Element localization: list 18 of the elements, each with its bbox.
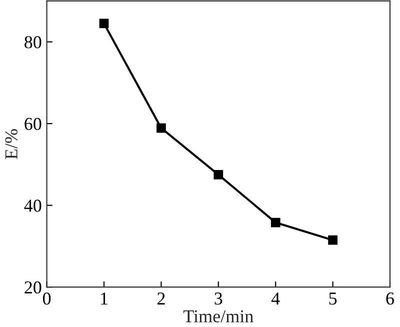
x-tick-label: 4: [271, 292, 280, 304]
point: [99, 18, 109, 28]
point: [156, 123, 166, 133]
y-axis-title: E/%: [5, 129, 18, 160]
point: [270, 218, 280, 228]
x-axis-title: Time/min: [183, 310, 254, 322]
y-tick-label: 20: [24, 281, 42, 294]
x-tick-label: 1: [101, 292, 108, 304]
x-tick-label: 0: [42, 292, 51, 305]
x-tick-label: 3: [214, 292, 222, 305]
y-tick-label: 60: [24, 118, 42, 130]
y-tick-label: 80: [24, 36, 42, 48]
point: [328, 235, 338, 245]
x-tick-label: 2: [157, 292, 165, 304]
y-tick-label: 40: [24, 200, 42, 212]
x-tick-label: 5: [329, 292, 337, 305]
point: [214, 170, 224, 180]
x-tick-label: 6: [386, 292, 394, 305]
